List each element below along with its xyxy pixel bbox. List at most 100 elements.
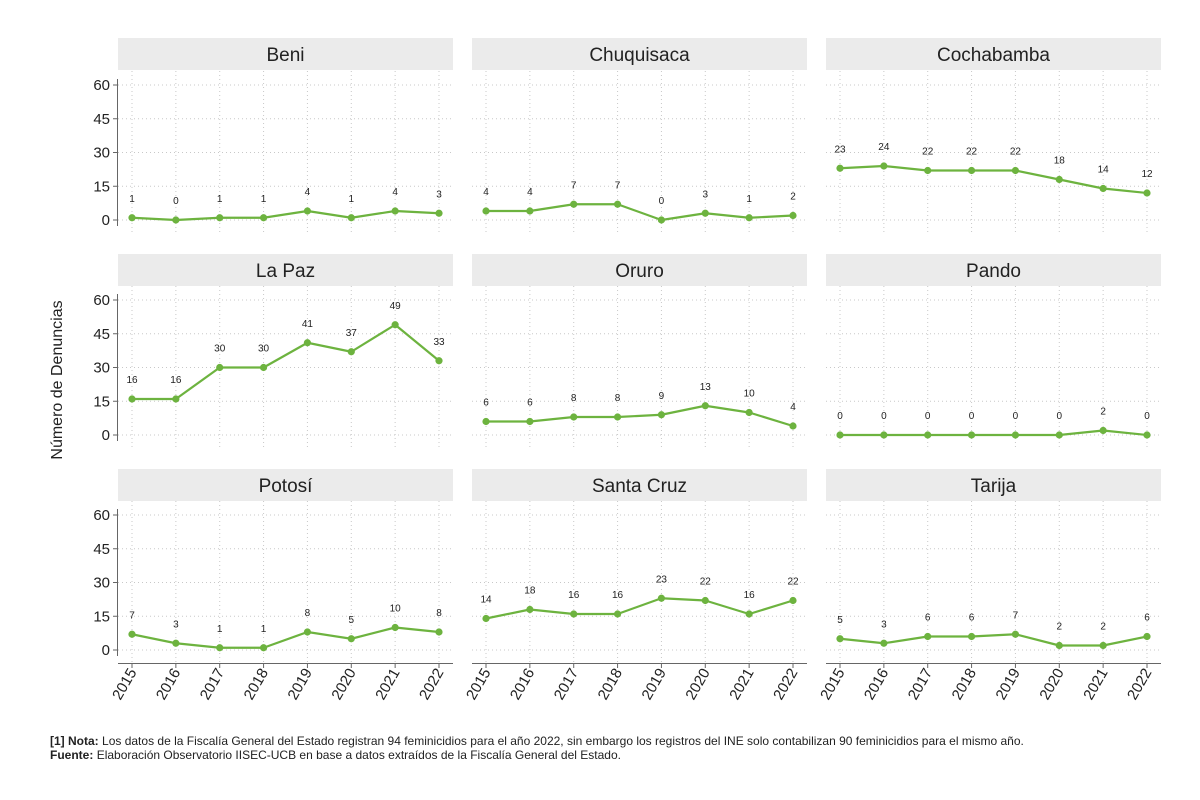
- y-tick-label: 0: [102, 427, 110, 444]
- source-line: Fuente: Elaboración Observatorio IISEC-U…: [50, 748, 1190, 762]
- data-point: [836, 164, 844, 172]
- data-label: 12: [1141, 169, 1153, 180]
- data-label: 1: [217, 624, 223, 635]
- source-text: Elaboración Observatorio IISEC-UCB en ba…: [96, 748, 621, 762]
- series-line: [131, 626, 440, 649]
- data-label: 18: [1054, 156, 1066, 167]
- series-line: [486, 203, 794, 222]
- data-point: [303, 628, 312, 636]
- panel-strip: [118, 469, 453, 501]
- x-tick-label: 2020: [682, 666, 713, 703]
- data-label: 1: [129, 194, 135, 205]
- data-point: [967, 632, 976, 641]
- data-label: 22: [1010, 147, 1022, 158]
- data-label: 9: [659, 391, 665, 402]
- data-point: [657, 594, 666, 602]
- x-tick-label: 2017: [551, 666, 582, 703]
- data-point: [435, 357, 443, 365]
- data-label: 2: [1100, 407, 1106, 418]
- data-label: 0: [1144, 411, 1150, 422]
- panel-strip: [472, 469, 807, 501]
- data-point: [1011, 630, 1020, 638]
- series-line: [132, 323, 440, 401]
- data-label: 8: [571, 393, 577, 404]
- data-label: 0: [1013, 411, 1019, 422]
- data-label: 22: [922, 147, 934, 158]
- x-tick-label: 2015: [463, 666, 494, 703]
- data-label: 14: [1098, 165, 1110, 176]
- x-tick-label: 2019: [992, 666, 1023, 703]
- data-point: [570, 413, 578, 421]
- chart-notes: [1] Nota: Los datos de la Fiscalía Gener…: [50, 734, 1190, 762]
- data-point: [745, 214, 753, 222]
- data-label: 22: [787, 577, 799, 588]
- data-point: [745, 408, 753, 417]
- panel-title: La Paz: [256, 261, 315, 282]
- data-label: 0: [881, 411, 887, 422]
- data-label: 3: [173, 619, 179, 630]
- data-point: [745, 610, 753, 618]
- data-label: 10: [744, 389, 756, 400]
- x-tick-label: 2019: [284, 666, 315, 703]
- data-point: [1143, 431, 1151, 439]
- data-point: [526, 207, 534, 215]
- panel-title: Tarija: [971, 476, 1017, 497]
- y-tick-label: 60: [93, 77, 110, 94]
- data-point: [924, 166, 932, 175]
- data-label: 4: [790, 402, 796, 413]
- data-label: 30: [214, 344, 226, 355]
- panel-cochabamba: Cochabamba 23 24 22 22 22 18 14 12: [826, 38, 1161, 234]
- y-tick-label: 30: [93, 575, 110, 592]
- data-label: 41: [302, 319, 314, 330]
- data-label: 0: [1057, 411, 1063, 422]
- data-label: 33: [433, 337, 445, 348]
- x-tick-label: 2015: [109, 666, 140, 703]
- series-line: [131, 209, 440, 222]
- y-tick-label: 45: [93, 326, 110, 343]
- y-tick-label: 15: [93, 178, 110, 195]
- data-point: [526, 417, 534, 426]
- y-tick-label: 45: [93, 541, 110, 558]
- panel-tarija: Tarija 2015 2016 2017 2018 2019 2020 2021 2022 5 3…: [817, 469, 1161, 703]
- data-point: [128, 214, 136, 222]
- data-label: 10: [390, 604, 402, 615]
- data-point: [172, 639, 180, 647]
- data-label: 14: [480, 595, 492, 606]
- data-label: 6: [969, 613, 975, 624]
- data-point: [303, 207, 312, 215]
- series-line: [486, 404, 794, 428]
- data-point: [1099, 184, 1107, 193]
- data-label: 16: [126, 375, 138, 386]
- data-label: 37: [346, 328, 358, 339]
- data-point: [216, 644, 224, 652]
- x-tick-label: 2018: [241, 666, 272, 703]
- data-point: [570, 200, 578, 208]
- panel-pando: Pando 0 0 0 0 0 0 2 0: [826, 254, 1161, 449]
- data-label: 6: [527, 398, 533, 409]
- data-point: [657, 411, 666, 419]
- y-tick-label: 60: [93, 292, 110, 309]
- data-label: 8: [436, 608, 442, 619]
- data-point: [172, 216, 180, 224]
- data-label: 1: [349, 194, 355, 205]
- x-tick-label: 2021: [1080, 666, 1111, 703]
- data-label: 3: [881, 619, 887, 630]
- series-line: [839, 164, 1148, 195]
- panel-title: Pando: [966, 261, 1021, 282]
- data-label: 0: [969, 411, 975, 422]
- data-label: 4: [392, 187, 398, 198]
- data-label: 2: [1057, 622, 1063, 633]
- panel-strip: [118, 254, 453, 286]
- y-tick-label: 30: [93, 145, 110, 162]
- panel-title: Chuquisaca: [589, 45, 690, 66]
- y-tick-label: 30: [93, 360, 110, 377]
- data-label: 3: [436, 189, 442, 200]
- data-point: [216, 214, 224, 222]
- x-tick-label: 2020: [1036, 666, 1067, 703]
- x-tick-label: 2016: [153, 666, 184, 703]
- y-tick-label: 0: [102, 212, 110, 229]
- data-point: [259, 644, 268, 652]
- data-point: [613, 200, 622, 208]
- data-label: 23: [656, 574, 668, 585]
